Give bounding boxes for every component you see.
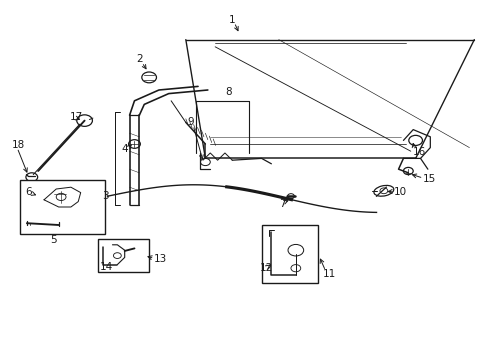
Text: 4: 4	[121, 144, 128, 154]
Text: 15: 15	[422, 174, 435, 184]
Text: 13: 13	[154, 254, 167, 264]
Text: 5: 5	[50, 235, 57, 246]
Text: 14: 14	[100, 262, 113, 272]
Circle shape	[287, 194, 294, 199]
Bar	[20, 180, 105, 234]
Text: 16: 16	[412, 147, 426, 157]
Bar	[261, 225, 317, 283]
Text: 6: 6	[25, 186, 32, 197]
Text: 9: 9	[187, 117, 194, 127]
Text: 12: 12	[259, 263, 273, 273]
Text: 17: 17	[70, 112, 83, 122]
Text: 18: 18	[12, 140, 25, 150]
Ellipse shape	[373, 185, 393, 196]
Text: 3: 3	[102, 191, 108, 201]
Bar	[98, 239, 149, 272]
Text: 7: 7	[278, 199, 285, 210]
Text: 10: 10	[393, 186, 406, 197]
Text: 8: 8	[225, 87, 232, 97]
Text: 1: 1	[228, 15, 235, 25]
Text: 11: 11	[322, 269, 335, 279]
Text: 2: 2	[136, 54, 142, 64]
